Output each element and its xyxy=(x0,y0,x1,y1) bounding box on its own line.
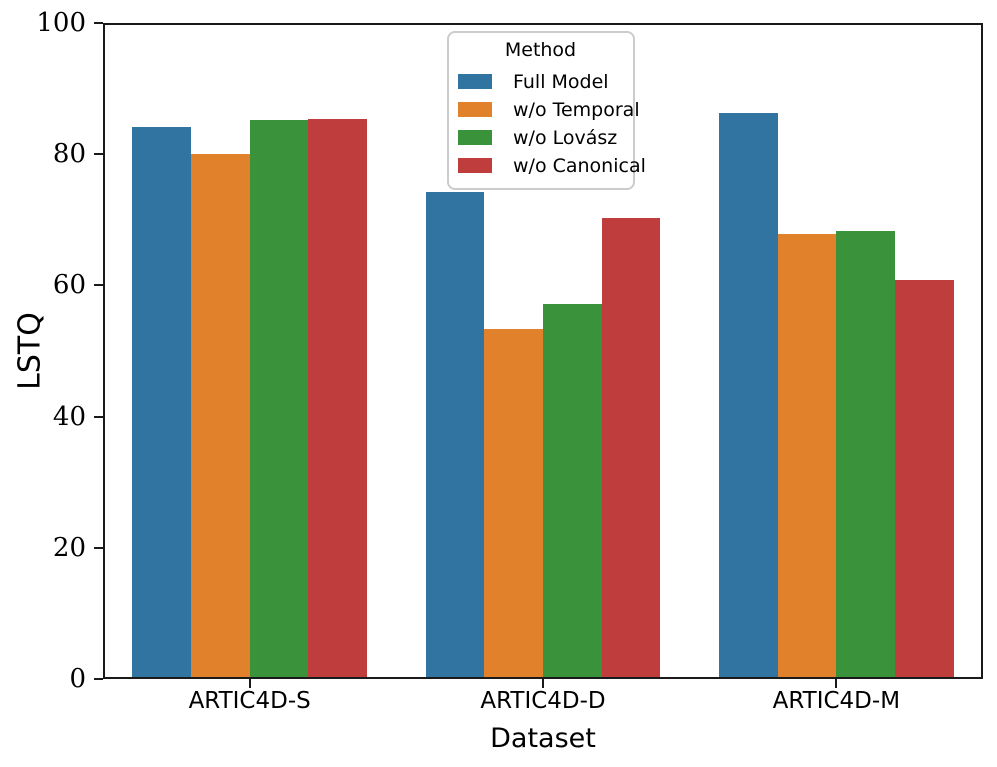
y-tick-mark xyxy=(94,153,103,156)
legend-swatch-icon xyxy=(458,130,492,146)
legend-item-wo-lovasz: w/o Lovász xyxy=(458,124,623,152)
y-tick-mark xyxy=(94,284,103,287)
bar-ARTIC4D-D-w-o-lov-sz xyxy=(543,304,602,677)
legend: Method Full Model w/o Temporal w/o Lovás… xyxy=(447,31,646,190)
y-tick-label: 20 xyxy=(52,532,86,563)
legend-swatch-icon xyxy=(458,74,492,90)
y-tick-mark xyxy=(94,678,103,680)
y-tick-mark xyxy=(94,546,103,549)
bar-ARTIC4D-S-w-o-temporal xyxy=(191,153,250,677)
bar-ARTIC4D-S-w-o-lov-sz xyxy=(249,120,309,677)
bar-ARTIC4D-S-full-model xyxy=(132,127,191,677)
x-tick-label: ARTIC4D-M xyxy=(772,688,901,714)
y-tick-label: 40 xyxy=(52,401,86,432)
x-axis-title: Dataset xyxy=(490,723,596,754)
y-tick-mark xyxy=(94,22,103,24)
legend-title: Method xyxy=(504,39,577,61)
y-axis-title: LSTQ xyxy=(12,312,48,390)
y-tick-mark xyxy=(94,415,103,418)
x-tick-mark xyxy=(835,679,838,688)
bar-ARTIC4D-S-w-o-canonical xyxy=(308,119,367,677)
y-tick-label: 0 xyxy=(69,664,86,694)
bar-ARTIC4D-D-full-model xyxy=(425,192,485,677)
bar-ARTIC4D-D-w-o-canonical xyxy=(601,217,661,677)
legend-label: Full Model xyxy=(513,70,609,93)
y-tick-label: 60 xyxy=(52,270,86,301)
legend-label: w/o Lovász xyxy=(513,126,618,149)
bar-ARTIC4D-D-w-o-temporal xyxy=(484,329,543,677)
bar-ARTIC4D-M-w-o-lov-sz xyxy=(836,230,895,677)
y-tick-label: 100 xyxy=(36,8,86,38)
x-tick-label: ARTIC4D-S xyxy=(188,688,311,714)
bar-ARTIC4D-M-w-o-canonical xyxy=(895,279,954,677)
y-tick-label: 80 xyxy=(52,139,86,170)
legend-swatch-icon xyxy=(458,158,492,174)
x-tick-mark xyxy=(542,679,544,688)
legend-label: w/o Canonical xyxy=(513,154,646,177)
legend-swatch-icon xyxy=(458,102,492,118)
bar-ARTIC4D-M-w-o-temporal xyxy=(777,233,837,677)
bar-ARTIC4D-M-full-model xyxy=(719,112,778,677)
x-tick-label: ARTIC4D-D xyxy=(480,688,606,714)
legend-item-wo-canonical: w/o Canonical xyxy=(458,152,646,180)
x-tick-mark xyxy=(248,679,251,688)
plot-area xyxy=(103,23,983,679)
legend-item-wo-temporal: w/o Temporal xyxy=(458,96,640,124)
legend-label: w/o Temporal xyxy=(513,98,640,121)
legend-item-full-model: Full Model xyxy=(458,68,623,96)
